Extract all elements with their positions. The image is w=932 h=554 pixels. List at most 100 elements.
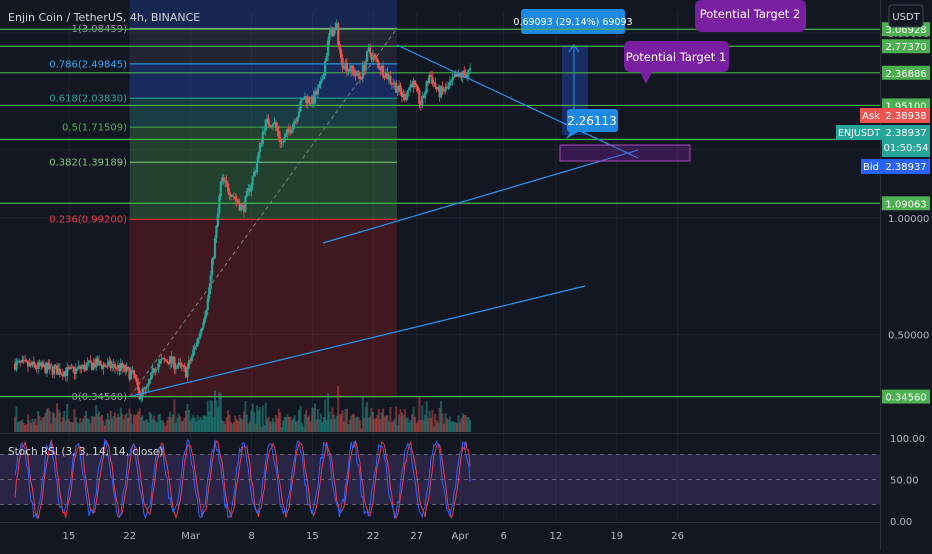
candle-body (367, 47, 370, 51)
volume-bar (190, 418, 193, 432)
price-tick-label: 0.50000 (888, 330, 929, 341)
volume-bar (214, 390, 216, 432)
volume-bar (454, 422, 457, 432)
candle-body (324, 60, 327, 76)
volume-bar (270, 421, 273, 432)
candle-body (422, 95, 425, 98)
candle-body (403, 93, 406, 100)
volume-bar (60, 422, 63, 432)
candle-body (121, 362, 124, 369)
time-tick-label: 19 (610, 531, 623, 542)
candle-body (412, 80, 415, 88)
candle-body (100, 364, 104, 369)
candle-body (463, 71, 466, 75)
candle-body (153, 368, 156, 373)
volume-bar (157, 414, 160, 432)
candle-body (138, 390, 141, 400)
stoch-tick-label: 0.00 (890, 517, 912, 528)
fib-zone (130, 63, 397, 99)
candle-body (66, 367, 69, 376)
candle-body (389, 75, 392, 83)
candle-body (192, 349, 195, 356)
volume-bar (235, 419, 238, 432)
volume-bar (108, 419, 111, 432)
volume-bar (167, 416, 170, 432)
candle-body (83, 364, 86, 371)
candle-body (197, 337, 201, 339)
candle-body (139, 396, 143, 400)
volume-bar (369, 416, 372, 432)
volume-bar (428, 410, 431, 432)
candle-body (361, 64, 364, 79)
candle-body (437, 86, 440, 90)
volume-bar (383, 416, 386, 432)
volume-bar (312, 407, 315, 432)
volume-bar (202, 415, 205, 432)
candle-body (418, 91, 421, 104)
candle-body (71, 366, 75, 368)
level-tag (882, 65, 930, 80)
candle-body (48, 364, 51, 370)
currency-button[interactable]: USDT (888, 4, 924, 28)
candle-body (428, 75, 431, 84)
volume-bar (403, 409, 406, 432)
volume-bar (379, 419, 382, 432)
candle-body (380, 65, 383, 71)
candle-body (282, 142, 285, 143)
candle-body (170, 356, 173, 363)
volume-bar (344, 409, 347, 432)
volume-bar (99, 416, 102, 432)
volume-bar (83, 415, 86, 432)
bid-price-label: 2.38937 (885, 162, 926, 173)
price-tick-label: 1.00000 (888, 214, 929, 225)
candle-body (329, 27, 333, 33)
volume-bar (363, 418, 366, 432)
volume-bar (199, 416, 202, 432)
volume-bar (156, 422, 159, 432)
volume-bar (147, 422, 150, 432)
volume-bar (260, 426, 263, 432)
candle-body (132, 369, 135, 375)
price-axis: 3.000001.500001.000000.500003.069282.773… (836, 0, 932, 550)
volume-bar (129, 413, 132, 432)
volume-bar (173, 399, 176, 432)
volume-bar (171, 414, 174, 432)
volume-bar (445, 418, 448, 432)
volume-bar (79, 417, 82, 432)
candle-body (247, 187, 250, 191)
candle-body (160, 358, 163, 361)
candle-body (51, 366, 54, 375)
candle-body (179, 362, 182, 365)
candle-body (445, 87, 448, 89)
volume-bar (406, 417, 409, 432)
volume-bar (315, 419, 318, 432)
candle-body (425, 81, 428, 93)
candle-body (126, 366, 130, 368)
candle-body (296, 116, 299, 122)
candle-body (312, 95, 315, 104)
volume-bar (306, 417, 309, 432)
volume-bar (161, 420, 164, 432)
candle-body (154, 368, 157, 373)
candle-body (102, 364, 105, 369)
volume-bar (218, 392, 221, 432)
volume-bar (438, 407, 441, 432)
volume-bar (345, 408, 348, 432)
long-trendline (131, 285, 586, 397)
candle-body (77, 365, 80, 368)
candle-body (371, 54, 375, 60)
fib-level-label: 0(0.34560) (71, 392, 127, 403)
volume-bar (286, 413, 289, 432)
candle-body (448, 82, 451, 86)
volume-bar (263, 424, 266, 432)
candle-body (276, 127, 279, 132)
volume-bar (98, 411, 101, 432)
volume-bar (264, 402, 267, 432)
candle-body (253, 171, 256, 177)
candle-body (396, 90, 399, 93)
candle-body (453, 77, 456, 78)
volume-bar (22, 422, 25, 432)
volume-bar (380, 412, 383, 432)
candle-body (228, 191, 231, 196)
fib-level-label: 0.236(0.99200) (49, 215, 127, 226)
